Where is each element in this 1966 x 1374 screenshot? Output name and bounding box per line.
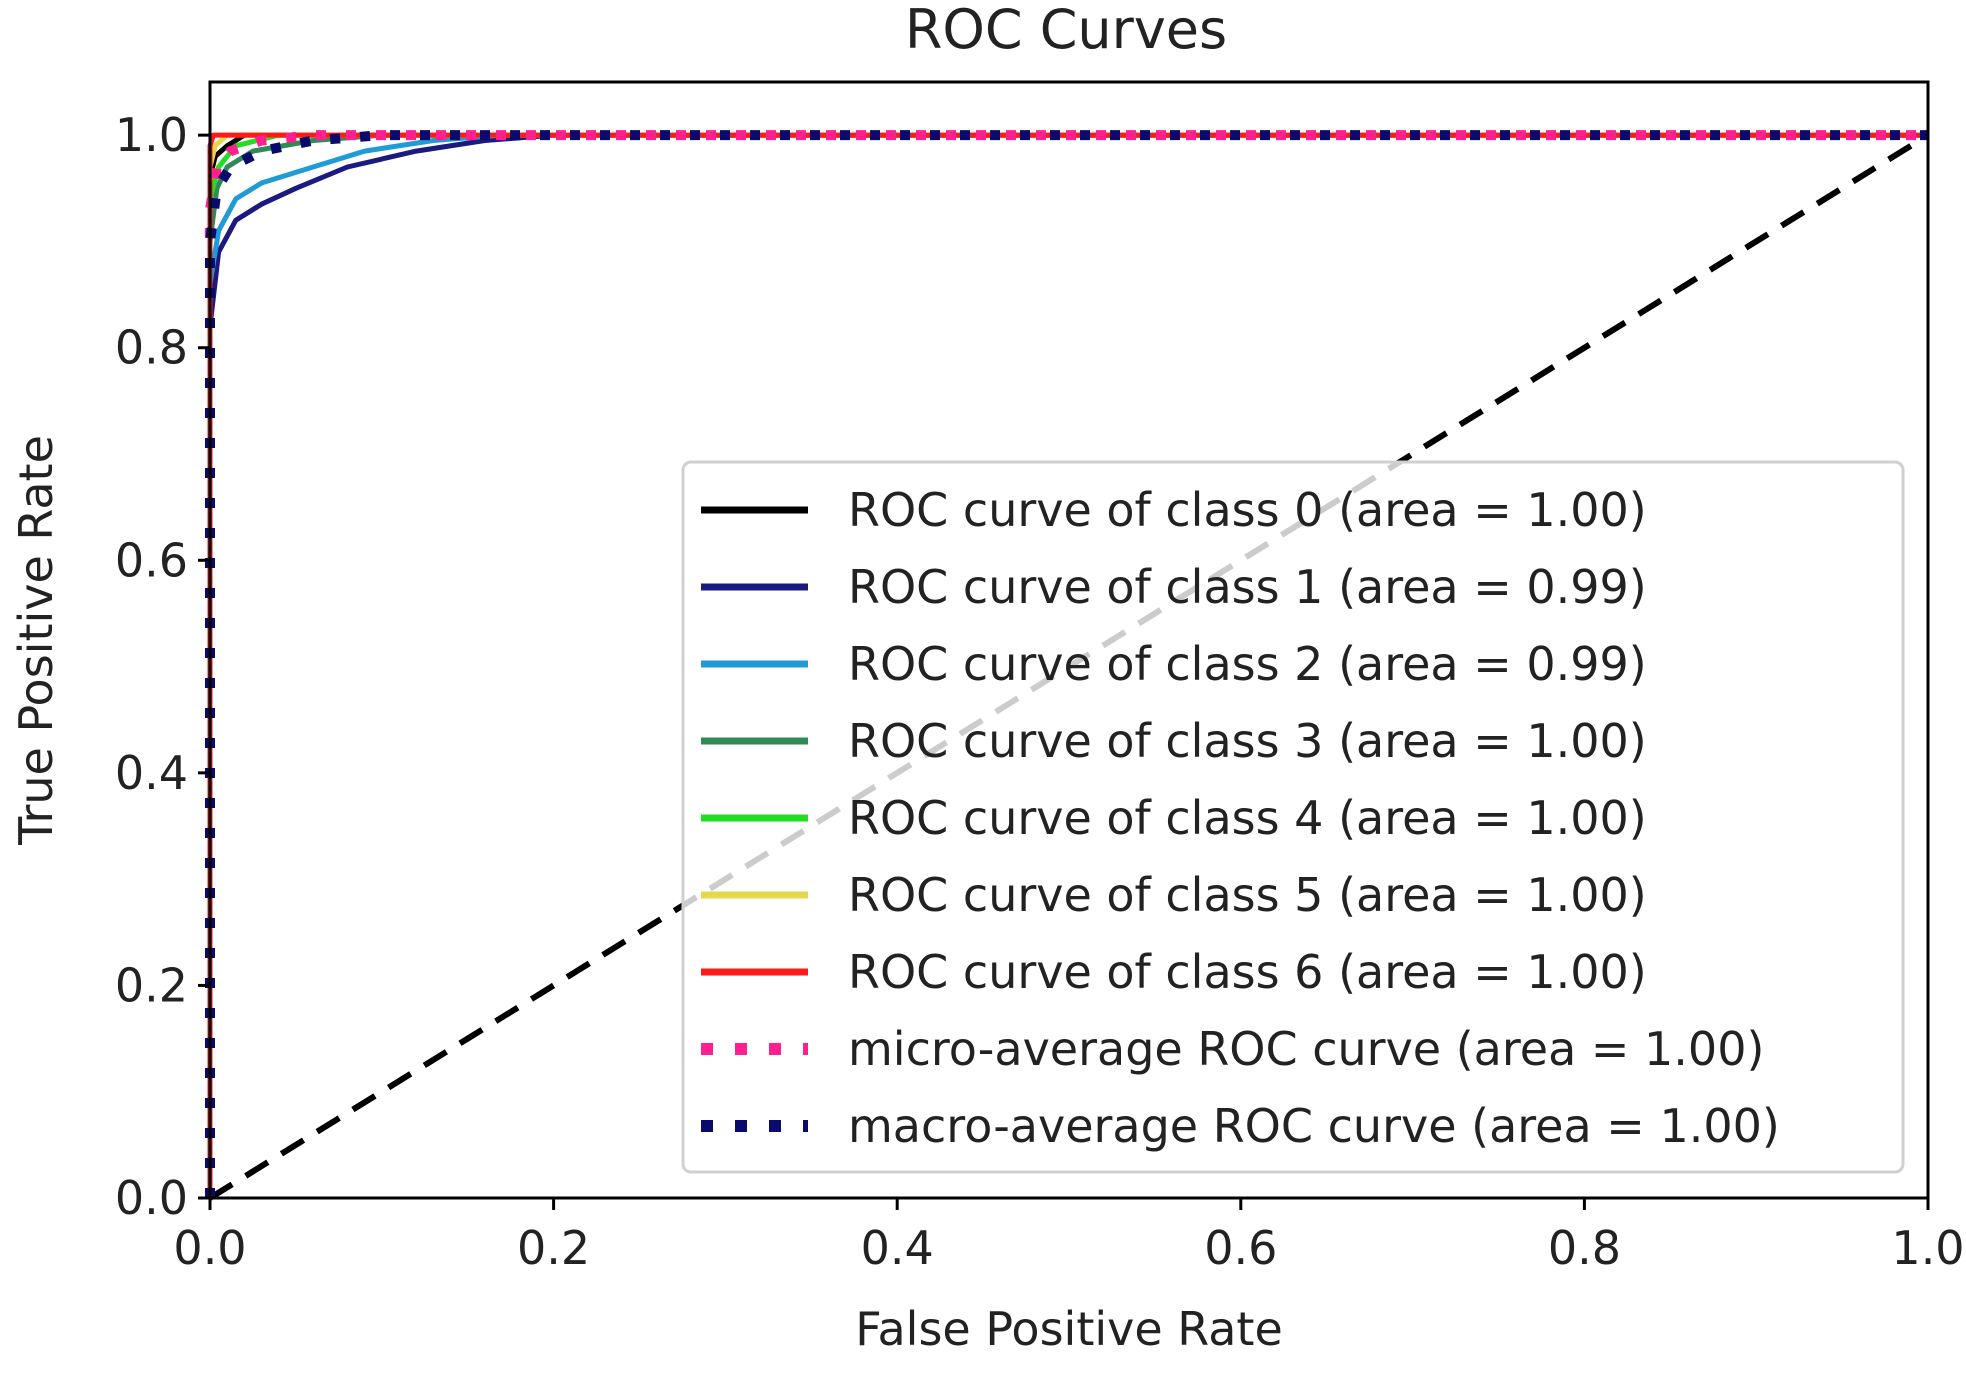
legend-label: micro-average ROC curve (area = 1.00) xyxy=(848,1022,1764,1076)
legend-item: ROC curve of class 0 (area = 1.00) xyxy=(701,483,1647,537)
y-tick-label: 0.8 xyxy=(115,321,188,375)
x-tick-label: 0.0 xyxy=(173,1221,246,1275)
x-tick-label: 0.2 xyxy=(517,1221,590,1275)
legend-item: ROC curve of class 2 (area = 0.99) xyxy=(701,637,1647,691)
legend-item: ROC curve of class 1 (area = 0.99) xyxy=(701,560,1647,614)
legend-label: ROC curve of class 0 (area = 1.00) xyxy=(848,483,1647,537)
y-tick-label: 0.2 xyxy=(115,958,188,1012)
legend-label: ROC curve of class 5 (area = 1.00) xyxy=(848,868,1647,922)
plot-frame xyxy=(208,80,1930,1200)
legend: ROC curve of class 0 (area = 1.00) ROC cu… xyxy=(681,460,1905,1174)
y-tick-label: 0.6 xyxy=(115,533,188,587)
legend-item: ROC curve of class 6 (area = 1.00) xyxy=(701,945,1647,999)
legend-label: ROC curve of class 3 (area = 1.00) xyxy=(848,714,1647,768)
x-axis-title: False Positive Rate xyxy=(855,1302,1283,1356)
legend-item: ROC curve of class 3 (area = 1.00) xyxy=(701,714,1647,768)
x-tick-label: 0.8 xyxy=(1548,1221,1621,1275)
legend-item: ROC curve of class 5 (area = 1.00) xyxy=(701,868,1647,922)
chart-title: ROC Curves xyxy=(905,0,1227,61)
x-tick-label: 0.6 xyxy=(1204,1221,1277,1275)
roc-line-series-7 xyxy=(205,130,1928,1198)
legend-box xyxy=(681,460,1905,1174)
legend-label: macro-average ROC curve (area = 1.00) xyxy=(848,1099,1780,1153)
roc-line-series-1 xyxy=(207,132,1928,1198)
legend-item: ROC curve of class 4 (area = 1.00) xyxy=(701,791,1647,845)
y-tick-label: 0.0 xyxy=(115,1171,188,1225)
y-axis-title: True Positive Rate xyxy=(9,435,63,846)
legend-item: macro-average ROC curve (area = 1.00) xyxy=(701,1099,1780,1153)
legend-label: ROC curve of class 4 (area = 1.00) xyxy=(848,791,1647,845)
y-axis: 0.0 0.2 0.4 0.6 0.8 1.0 xyxy=(115,108,210,1225)
y-tick-label: 1.0 xyxy=(115,108,188,162)
x-tick-label: 0.4 xyxy=(861,1221,934,1275)
legend-label: ROC curve of class 2 (area = 0.99) xyxy=(848,637,1647,691)
x-axis: 0.0 0.2 0.4 0.6 0.8 1.0 xyxy=(173,1198,1965,1275)
legend-label: ROC curve of class 1 (area = 0.99) xyxy=(848,560,1647,614)
legend-item: micro-average ROC curve (area = 1.00) xyxy=(701,1022,1764,1076)
y-tick-label: 0.4 xyxy=(115,746,188,800)
x-tick-label: 1.0 xyxy=(1891,1221,1964,1275)
legend-label: ROC curve of class 6 (area = 1.00) xyxy=(848,945,1647,999)
